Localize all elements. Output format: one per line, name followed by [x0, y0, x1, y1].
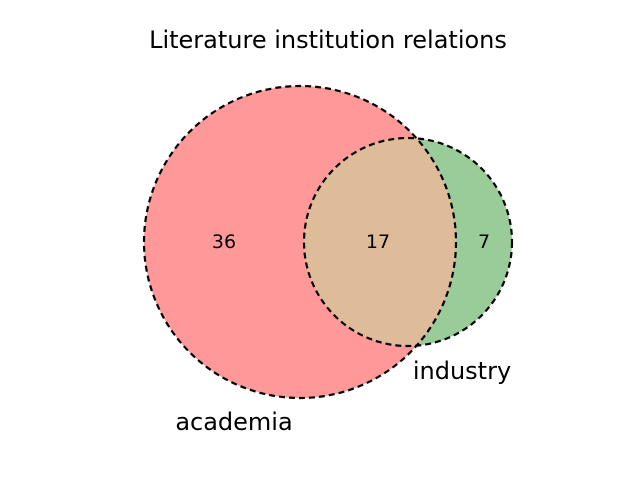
- chart-title: Literature institution relations: [149, 26, 507, 54]
- intersection-region: [304, 138, 456, 346]
- academia-outline: [142, 84, 458, 400]
- academia-label: academia: [175, 408, 292, 436]
- intersection-count: 17: [366, 231, 390, 253]
- industry-outline: [302, 136, 514, 348]
- academia-only-count: 36: [212, 231, 236, 253]
- industry-only-count: 7: [478, 231, 490, 253]
- industry-label: industry: [413, 357, 511, 385]
